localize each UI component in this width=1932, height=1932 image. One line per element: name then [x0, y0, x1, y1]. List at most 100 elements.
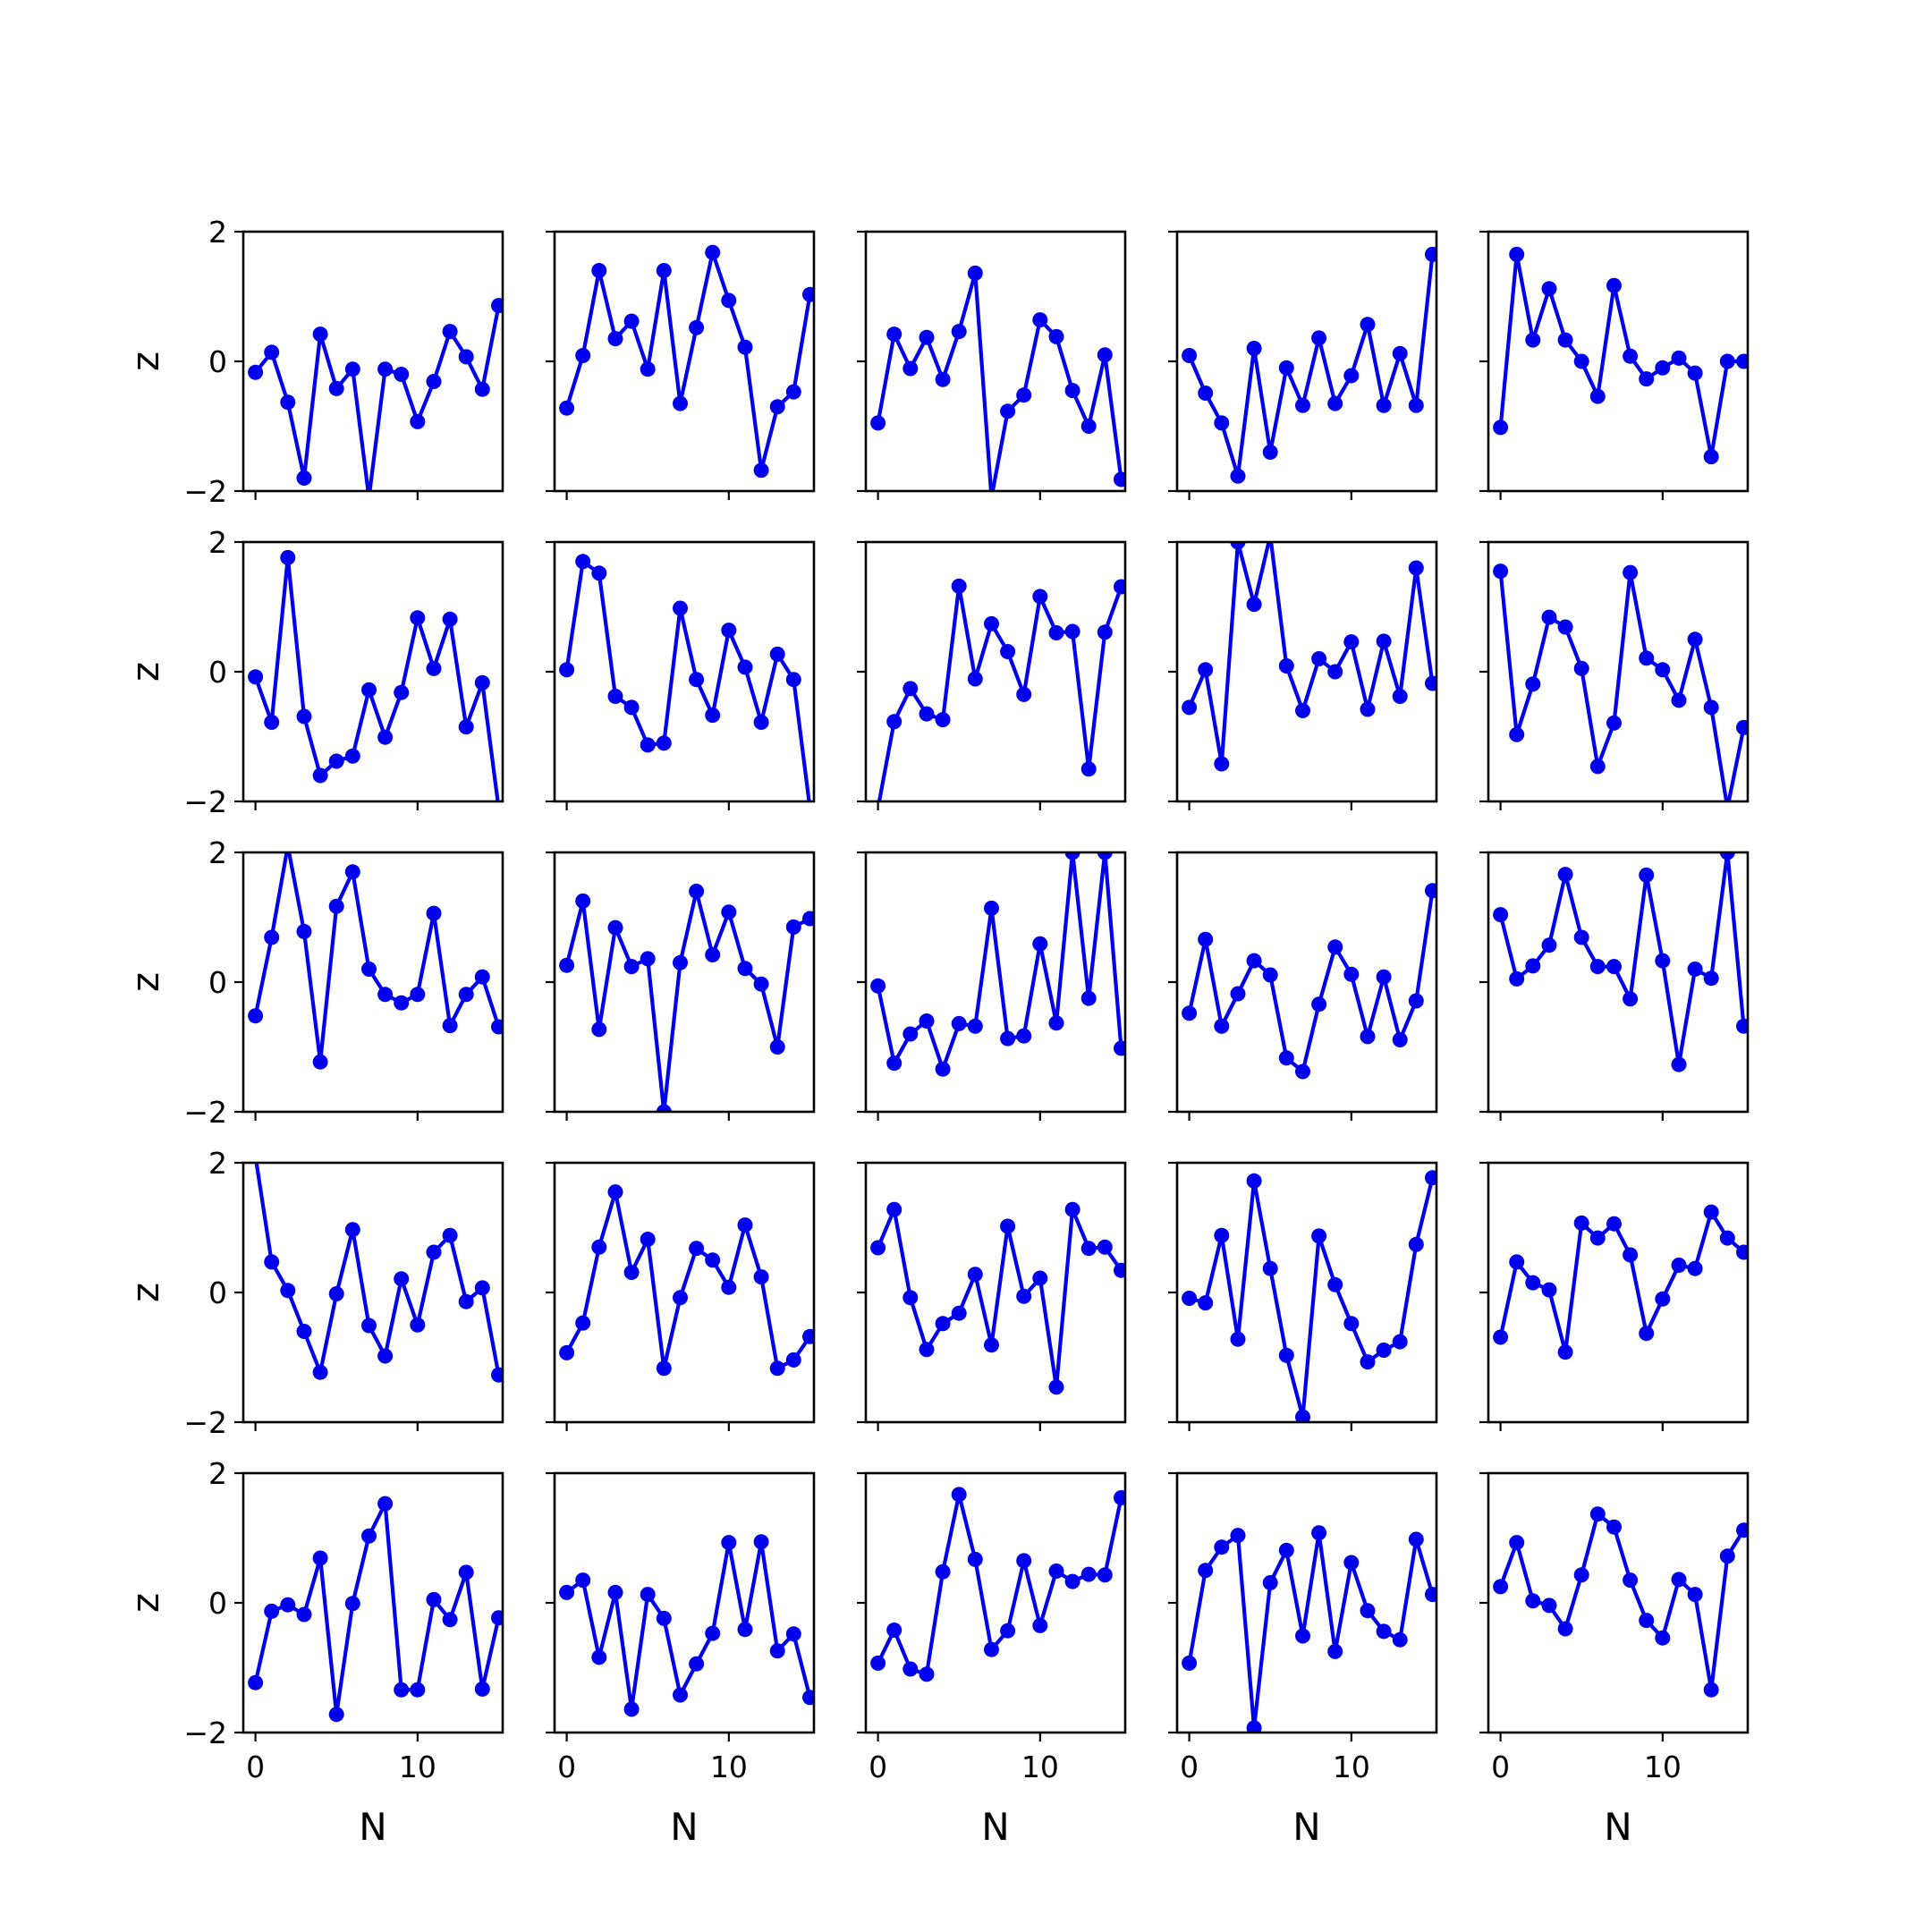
data-point [935, 1563, 951, 1580]
data-point [361, 1318, 377, 1334]
data-point [1327, 939, 1343, 955]
data-point [1080, 1566, 1097, 1582]
series-line [564, 559, 811, 801]
data-point [1525, 958, 1541, 974]
data-point [1064, 1201, 1080, 1217]
data-point [426, 1244, 442, 1260]
data-point [1064, 383, 1080, 399]
data-point [1687, 631, 1703, 648]
data-point [1230, 468, 1246, 484]
data-point [623, 1701, 640, 1717]
data-point [1246, 953, 1262, 969]
data-point [458, 349, 474, 365]
data-point [591, 565, 607, 581]
series-line [877, 584, 1123, 801]
data-point [1573, 1567, 1589, 1583]
data-point [1376, 397, 1392, 413]
data-point [559, 400, 575, 416]
data-point [919, 706, 935, 722]
data-point [377, 361, 394, 377]
data-point [1425, 246, 1436, 262]
data-point [886, 326, 902, 343]
data-point [1719, 852, 1735, 860]
data-point [902, 360, 919, 377]
data-point [1000, 403, 1016, 419]
data-point [1343, 634, 1360, 650]
data-point [328, 898, 344, 914]
data-point [1327, 395, 1343, 411]
data-point [1703, 1204, 1719, 1220]
data-point [1639, 1613, 1655, 1629]
series-line [1187, 542, 1435, 767]
data-point [951, 578, 967, 594]
series-line [1498, 570, 1746, 801]
data-point [902, 1661, 919, 1677]
data-point [344, 1596, 360, 1612]
data-point [656, 1104, 672, 1112]
data-point [1509, 1535, 1525, 1551]
data-point [623, 313, 640, 329]
data-point [623, 1265, 640, 1280]
data-point [1736, 1244, 1748, 1260]
data-point [312, 1364, 328, 1380]
data-point [1687, 962, 1703, 977]
data-point [919, 1342, 935, 1358]
data-point [1623, 1247, 1639, 1263]
data-point [886, 1623, 902, 1638]
panel-r5-c3: 0 10 N [857, 1471, 1127, 1849]
data-point [1392, 1631, 1408, 1648]
data-point [721, 292, 737, 309]
data-point [1295, 1063, 1310, 1080]
data-point [1655, 1291, 1671, 1307]
data-point [984, 1337, 999, 1353]
data-point [785, 1626, 801, 1642]
data-point [296, 1606, 312, 1623]
data-point [1623, 991, 1639, 1007]
data-point [1262, 1575, 1278, 1590]
data-point [1032, 312, 1048, 328]
data-point [1327, 1643, 1343, 1659]
data-point [491, 1019, 503, 1035]
data-point [361, 682, 377, 698]
data-point [1606, 277, 1622, 293]
data-point [328, 1707, 344, 1723]
data-point [410, 413, 426, 429]
data-point [1016, 686, 1032, 702]
data-point [1376, 1343, 1392, 1358]
series [248, 298, 503, 491]
data-point [1327, 664, 1343, 680]
panel-r5-c2: 0 10 N [546, 1471, 816, 1849]
data-point [769, 1039, 785, 1055]
data-point [1639, 650, 1655, 666]
data-point [1525, 1275, 1541, 1291]
data-point [1376, 633, 1392, 649]
data-point [361, 1528, 377, 1544]
panel-r5-c4: 0 10 N [1168, 1471, 1438, 1849]
data-point [1509, 970, 1525, 987]
y-tick-label: 0 [208, 344, 227, 379]
data-point [1230, 986, 1246, 1002]
data-point [559, 1344, 575, 1360]
data-point [721, 1535, 737, 1551]
series [1493, 1506, 1748, 1698]
x-axis-label: N [981, 1805, 1009, 1849]
data-point [1557, 332, 1573, 348]
series [559, 554, 814, 801]
data-point [1000, 1218, 1016, 1234]
panel-r2-c2 [546, 540, 816, 810]
y-axis-label: z [123, 1283, 167, 1302]
y-tick-label: 2 [208, 215, 227, 250]
data-point [442, 324, 458, 340]
series [1493, 1204, 1748, 1360]
data-point [1589, 758, 1606, 775]
data-point [1214, 756, 1230, 772]
data-point [753, 1534, 769, 1550]
data-point [1097, 624, 1113, 640]
panel-r3-c5 [1479, 851, 1750, 1121]
data-point [1080, 761, 1097, 777]
series-line [254, 1163, 501, 1376]
data-point [474, 1280, 490, 1296]
data-point [296, 924, 312, 939]
data-point [575, 1315, 591, 1331]
data-point [1198, 662, 1214, 678]
